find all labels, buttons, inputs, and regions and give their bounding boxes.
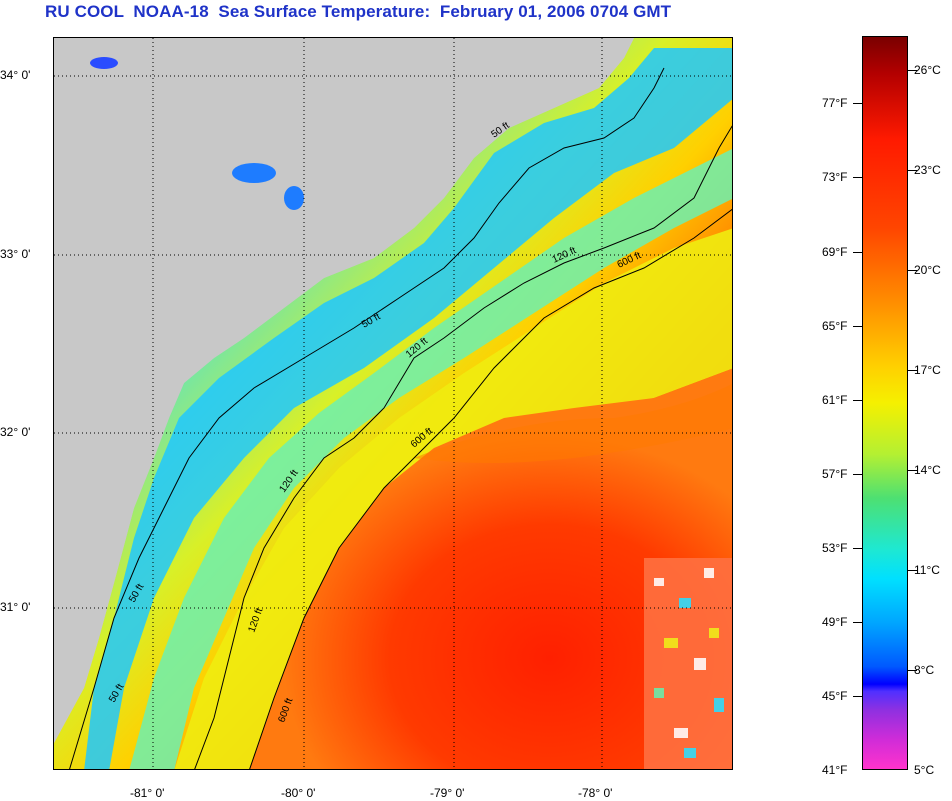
colorbar-f-53: 53°F — [822, 541, 848, 555]
colorbar-f-tick — [853, 548, 862, 549]
sst-map[interactable]: 50 ft 120 ft 600 ft 50 ft 120 ft 600 ft … — [53, 37, 733, 770]
contour-120ft — [194, 125, 732, 769]
lat-label-32: 32° 0' — [0, 425, 31, 439]
colorbar-c-17: 17°C — [914, 363, 941, 377]
colorbar-f-45: 45°F — [822, 689, 848, 703]
colorbar-c-tick — [908, 470, 917, 471]
colorbar-f-69: 69°F — [822, 245, 848, 259]
midshelf-band — [174, 228, 732, 769]
colorbar-f-tick — [853, 622, 862, 623]
colorbar-c-23: 23°C — [914, 163, 941, 177]
shelf-band — [129, 149, 732, 769]
colorbar-c-tick — [908, 570, 917, 571]
cloud-noise-patch — [644, 558, 732, 769]
colorbar-c-14: 14°C — [914, 463, 941, 477]
lat-label-31: 31° 0' — [0, 600, 31, 614]
sst-map-canvas: 50 ft 120 ft 600 ft 50 ft 120 ft 600 ft … — [54, 38, 732, 769]
colorbar-f-77: 77°F — [822, 96, 848, 110]
colorbar-f-61: 61°F — [822, 393, 848, 407]
colorbar-c-tick — [908, 170, 917, 171]
contour-50ft — [69, 67, 665, 769]
lon-label-81: -81° 0' — [130, 786, 165, 800]
colorbar-c-tick — [908, 670, 917, 671]
lon-label-78: -78° 0' — [578, 786, 613, 800]
lat-label-33: 33° 0' — [0, 247, 31, 261]
colorbar-f-73: 73°F — [822, 170, 848, 184]
colorbar-c-26: 26°C — [914, 63, 941, 77]
colorbar-c-5: 5°C — [914, 763, 935, 777]
colorbar-f-tick — [853, 252, 862, 253]
map-title: RU COOL NOAA-18 Sea Surface Temperature:… — [45, 2, 672, 21]
warm-eddy — [414, 383, 732, 463]
colorbar-f-57: 57°F — [822, 467, 848, 481]
lake-north — [90, 57, 118, 69]
land-coast — [54, 38, 634, 743]
colorbar-f-49: 49°F — [822, 615, 848, 629]
colorbar-c-tick — [908, 370, 917, 371]
colorbar-c-tick — [908, 270, 917, 271]
nearshore-band — [84, 48, 732, 769]
lon-label-79: -79° 0' — [430, 786, 465, 800]
gulf-stream — [249, 368, 732, 769]
temperature-colorbar — [862, 36, 908, 770]
colorbar-f-41: 41°F — [822, 763, 848, 777]
colorbar-c-11: 11°C — [914, 563, 940, 577]
colorbar-f-tick — [853, 177, 862, 178]
lat-gridlines — [54, 75, 732, 609]
lake-marion — [232, 163, 276, 183]
colorbar-f-tick — [853, 474, 862, 475]
colorbar-f-tick — [853, 103, 862, 104]
lake-moultrie — [284, 186, 304, 210]
lon-label-80: -80° 0' — [281, 786, 316, 800]
colorbar-f-tick — [853, 400, 862, 401]
colorbar-c-8: 8°C — [914, 663, 935, 677]
colorbar-f-65: 65°F — [822, 319, 848, 333]
lat-label-34: 34° 0' — [0, 68, 31, 82]
contour-600ft — [249, 208, 732, 769]
colorbar-c-tick — [908, 70, 917, 71]
colorbar-f-tick — [853, 696, 862, 697]
colorbar-f-tick — [853, 326, 862, 327]
colorbar-c-20: 20°C — [914, 263, 941, 277]
